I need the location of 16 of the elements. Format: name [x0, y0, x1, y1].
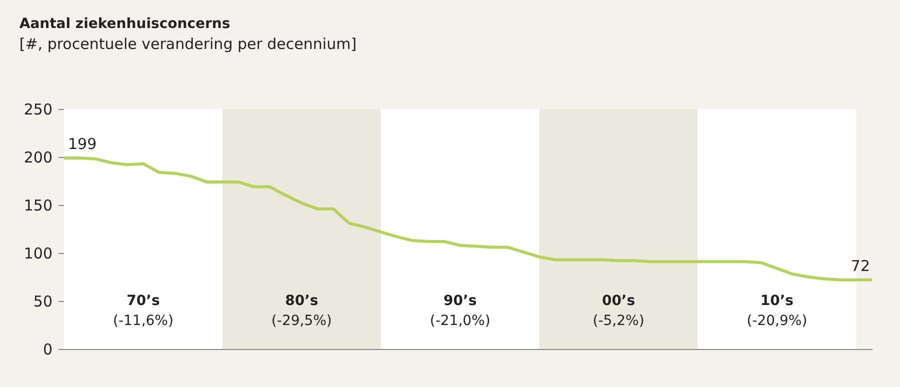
y-tick-label: 0 [42, 340, 52, 358]
chart-title: Aantal ziekenhuisconcerns [19, 16, 230, 32]
text: 70’s (-11,6%) [112, 293, 174, 329]
y-tick-label: 50 [33, 292, 52, 310]
y-tick-label: 100 [24, 244, 52, 262]
text: 10’s (-20,9%) [746, 293, 808, 329]
data-label: 72 [850, 256, 870, 275]
text: 90’s (-21,0%) [430, 293, 490, 329]
text: 00’s (-5,2%) [592, 293, 644, 329]
y-tick-label: 200 [24, 148, 52, 166]
y-tick-label: 150 [24, 196, 52, 214]
line-series [62, 156, 874, 282]
chart-subtitle: [#, procentuele verandering per decennium] [19, 35, 357, 53]
data-label: 199 [68, 134, 97, 153]
y-tick-label: 250 [24, 100, 52, 118]
text: 80’s (-29,5%) [271, 293, 332, 329]
